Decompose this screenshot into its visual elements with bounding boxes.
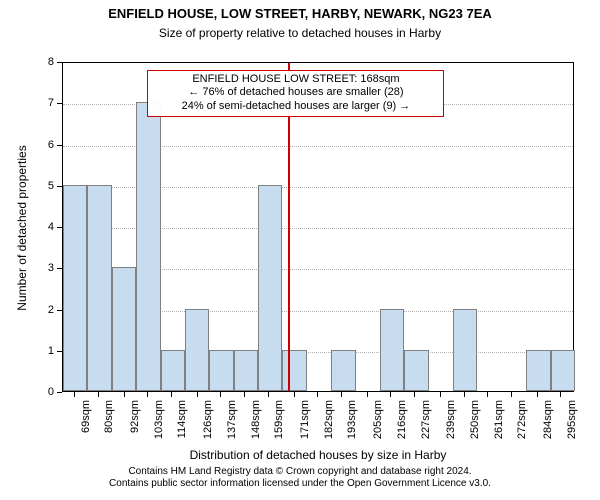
- y-tick-label: 1: [34, 345, 54, 357]
- x-tick-label: 92sqm: [129, 400, 141, 450]
- histogram-bar: [258, 185, 282, 391]
- histogram-bar: [112, 267, 136, 391]
- histogram-bar: [234, 350, 258, 391]
- y-tick-mark: [57, 392, 62, 393]
- x-tick-mark: [390, 392, 391, 397]
- x-tick-label: 193sqm: [346, 400, 358, 450]
- y-tick-label: 7: [34, 97, 54, 109]
- annotation-line-1: ENFIELD HOUSE LOW STREET: 168sqm: [154, 73, 437, 87]
- histogram-bar: [63, 185, 87, 391]
- y-tick-label: 0: [34, 386, 54, 398]
- chart-title-sub: Size of property relative to detached ho…: [0, 26, 600, 40]
- x-tick-mark: [268, 392, 269, 397]
- x-axis-label: Distribution of detached houses by size …: [62, 448, 574, 462]
- histogram-bar: [87, 185, 111, 391]
- chart-footer: Contains HM Land Registry data © Crown c…: [0, 466, 600, 490]
- plot-area: ENFIELD HOUSE LOW STREET: 168sqm← 76% of…: [62, 62, 574, 392]
- y-tick-mark: [57, 310, 62, 311]
- y-tick-mark: [57, 227, 62, 228]
- x-tick-label: 182sqm: [323, 400, 335, 450]
- x-tick-label: 272sqm: [516, 400, 528, 450]
- x-tick-mark: [414, 392, 415, 397]
- histogram-bar: [404, 350, 428, 391]
- x-tick-mark: [294, 392, 295, 397]
- x-tick-mark: [171, 392, 172, 397]
- x-tick-mark: [220, 392, 221, 397]
- chart-title-main: ENFIELD HOUSE, LOW STREET, HARBY, NEWARK…: [0, 6, 600, 21]
- histogram-bar: [282, 350, 306, 391]
- y-tick-label: 6: [34, 139, 54, 151]
- x-tick-mark: [537, 392, 538, 397]
- y-tick-mark: [57, 268, 62, 269]
- x-tick-label: 80sqm: [103, 400, 115, 450]
- y-tick-label: 5: [34, 180, 54, 192]
- y-axis-label: Number of detached properties: [15, 63, 29, 393]
- histogram-bar: [331, 350, 355, 391]
- x-tick-label: 69sqm: [80, 400, 92, 450]
- y-tick-mark: [57, 186, 62, 187]
- histogram-bar: [380, 309, 404, 392]
- histogram-bar: [551, 350, 575, 391]
- x-tick-mark: [560, 392, 561, 397]
- x-tick-label: 295sqm: [566, 400, 578, 450]
- histogram-bar: [161, 350, 185, 391]
- x-tick-label: 250sqm: [469, 400, 481, 450]
- x-tick-mark: [464, 392, 465, 397]
- histogram-bar: [185, 309, 209, 392]
- y-tick-mark: [57, 103, 62, 104]
- annotation-line-2: ← 76% of detached houses are smaller (28…: [154, 86, 437, 100]
- x-tick-label: 284sqm: [542, 400, 554, 450]
- x-tick-label: 159sqm: [273, 400, 285, 450]
- y-tick-label: 4: [34, 221, 54, 233]
- x-tick-label: 137sqm: [226, 400, 238, 450]
- x-tick-mark: [197, 392, 198, 397]
- x-tick-label: 261sqm: [493, 400, 505, 450]
- histogram-bar: [453, 309, 477, 392]
- x-tick-label: 205sqm: [372, 400, 384, 450]
- y-tick-label: 2: [34, 304, 54, 316]
- histogram-bar: [136, 102, 160, 391]
- x-tick-mark: [244, 392, 245, 397]
- x-tick-label: 216sqm: [396, 400, 408, 450]
- x-tick-label: 239sqm: [445, 400, 457, 450]
- annotation-box: ENFIELD HOUSE LOW STREET: 168sqm← 76% of…: [147, 70, 444, 117]
- y-tick-label: 8: [34, 56, 54, 68]
- x-tick-label: 103sqm: [153, 400, 165, 450]
- x-tick-mark: [124, 392, 125, 397]
- x-tick-label: 126sqm: [202, 400, 214, 450]
- y-tick-mark: [57, 62, 62, 63]
- x-tick-mark: [440, 392, 441, 397]
- y-tick-mark: [57, 351, 62, 352]
- x-tick-mark: [98, 392, 99, 397]
- x-tick-mark: [341, 392, 342, 397]
- histogram-bar: [526, 350, 550, 391]
- x-tick-mark: [487, 392, 488, 397]
- y-tick-mark: [57, 145, 62, 146]
- annotation-line-3: 24% of semi-detached houses are larger (…: [154, 100, 437, 114]
- histogram-bar: [209, 350, 233, 391]
- x-tick-label: 148sqm: [250, 400, 262, 450]
- y-tick-label: 3: [34, 262, 54, 274]
- x-tick-mark: [511, 392, 512, 397]
- x-tick-label: 171sqm: [299, 400, 311, 450]
- x-tick-mark: [317, 392, 318, 397]
- footer-line-2: Contains public sector information licen…: [0, 478, 600, 490]
- x-tick-mark: [147, 392, 148, 397]
- footer-line-1: Contains HM Land Registry data © Crown c…: [0, 466, 600, 478]
- x-tick-mark: [74, 392, 75, 397]
- x-tick-mark: [367, 392, 368, 397]
- x-tick-label: 114sqm: [176, 400, 188, 450]
- x-tick-label: 227sqm: [420, 400, 432, 450]
